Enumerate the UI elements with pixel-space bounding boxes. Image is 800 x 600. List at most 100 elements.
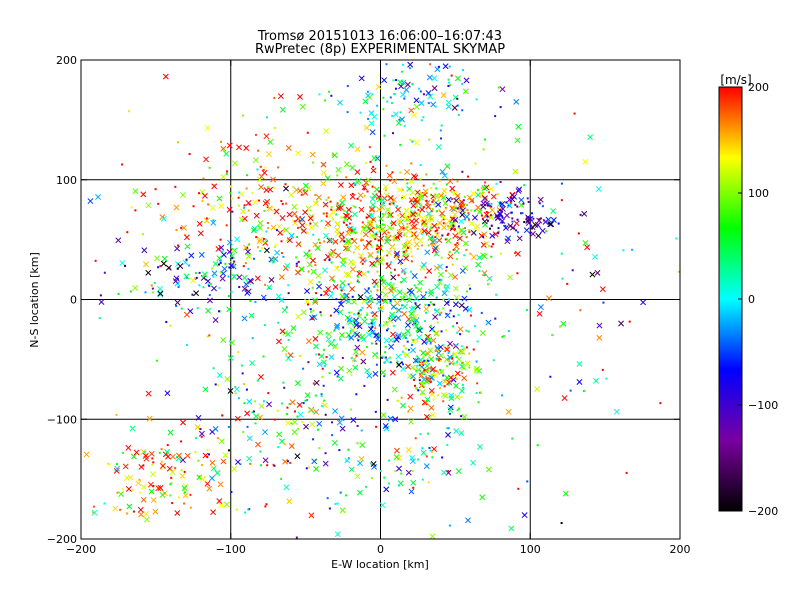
data-point-dot — [490, 224, 493, 227]
data-point-x — [322, 460, 329, 467]
data-point-dot — [339, 491, 342, 494]
data-point-dot — [177, 286, 180, 289]
data-point-x — [218, 438, 225, 445]
data-point-x — [348, 334, 355, 341]
data-point-dot — [531, 227, 534, 230]
x-tick-label: 0 — [377, 543, 384, 556]
data-point-dot — [280, 478, 283, 481]
data-point-dot — [381, 213, 384, 216]
data-point-dot — [375, 425, 378, 428]
data-point-x — [406, 287, 413, 294]
data-point-x — [443, 346, 450, 352]
data-point-dot — [409, 287, 412, 290]
data-point-dot — [436, 232, 439, 235]
data-point-dot — [227, 449, 230, 452]
data-point-dot — [377, 308, 380, 311]
data-point-x — [486, 275, 493, 282]
data-point-x — [378, 274, 385, 281]
data-point-dot — [462, 386, 465, 389]
data-point-dot — [207, 203, 210, 206]
data-point-dot — [413, 284, 416, 287]
data-point-dot — [354, 184, 357, 187]
data-point-dot — [468, 366, 471, 369]
data-point-x — [368, 205, 375, 212]
data-point-dot — [124, 264, 127, 267]
data-point-x — [490, 193, 497, 200]
data-point-dot — [448, 358, 451, 361]
data-point-dot — [242, 431, 245, 434]
data-point-dot — [138, 478, 141, 481]
data-point-x — [345, 237, 352, 244]
data-point-x — [231, 465, 238, 472]
data-point-dot — [352, 319, 355, 322]
data-point-x — [428, 374, 435, 381]
data-point-dot — [408, 319, 411, 322]
data-point-x — [370, 201, 376, 208]
data-point-x — [180, 191, 186, 198]
data-point-dot — [366, 312, 369, 315]
data-point-x — [613, 408, 620, 415]
data-point-dot — [412, 378, 415, 381]
data-point-dot — [455, 344, 458, 347]
data-point-dot — [180, 469, 183, 472]
data-point-dot — [326, 497, 329, 500]
data-point-dot — [121, 488, 124, 491]
data-point-x — [297, 187, 303, 194]
data-point-dot — [361, 225, 364, 228]
data-point-dot — [252, 257, 255, 260]
data-point-dot — [152, 484, 155, 487]
x-tick-label: 100 — [520, 543, 541, 556]
data-point-x — [130, 453, 137, 460]
data-point-dot — [294, 220, 297, 223]
data-point-x — [368, 110, 375, 117]
data-point-dot — [314, 394, 317, 397]
data-point-x — [381, 284, 388, 291]
data-point-dot — [486, 204, 489, 207]
data-point-x — [353, 322, 360, 329]
data-point-dot — [394, 470, 397, 473]
data-point-x — [640, 299, 647, 306]
data-point-x — [369, 129, 376, 136]
data-point-x — [212, 425, 219, 432]
data-point-x — [343, 292, 350, 299]
data-point-x — [349, 228, 356, 235]
data-point-dot — [577, 232, 580, 235]
data-point-dot — [579, 309, 582, 312]
data-point-x — [363, 288, 370, 295]
data-point-x — [392, 416, 399, 423]
data-point-dot — [426, 216, 429, 219]
data-point-dot — [399, 143, 402, 146]
data-point-dot — [421, 223, 424, 226]
data-point-dot — [385, 63, 388, 66]
data-point-dot — [317, 238, 320, 241]
data-point-dot — [273, 246, 276, 249]
data-point-x — [148, 450, 155, 457]
data-point-x — [140, 496, 147, 503]
data-point-x — [461, 375, 468, 382]
data-point-x — [339, 199, 346, 206]
data-point-dot — [328, 507, 331, 510]
data-point-dot — [327, 224, 330, 227]
data-point-dot — [392, 79, 395, 82]
data-point-dot — [150, 284, 153, 287]
data-point-dot — [290, 332, 293, 335]
data-point-x — [362, 231, 369, 238]
data-point-dot — [361, 306, 364, 309]
data-point-x — [387, 415, 394, 422]
data-point-x — [481, 185, 488, 192]
data-point-x — [312, 241, 319, 248]
data-point-x — [420, 261, 427, 268]
data-point-dot — [130, 206, 133, 209]
data-point-dot — [474, 162, 477, 165]
data-point-dot — [403, 178, 406, 181]
data-point-x — [589, 271, 596, 278]
data-point-x — [149, 471, 156, 478]
data-point-dot — [221, 250, 224, 253]
data-point-x — [507, 223, 514, 229]
data-point-dot — [381, 356, 384, 359]
data-point-dot — [306, 399, 309, 402]
data-point-dot — [410, 344, 413, 347]
data-point-dot — [678, 270, 681, 273]
data-point-dot — [248, 243, 251, 246]
